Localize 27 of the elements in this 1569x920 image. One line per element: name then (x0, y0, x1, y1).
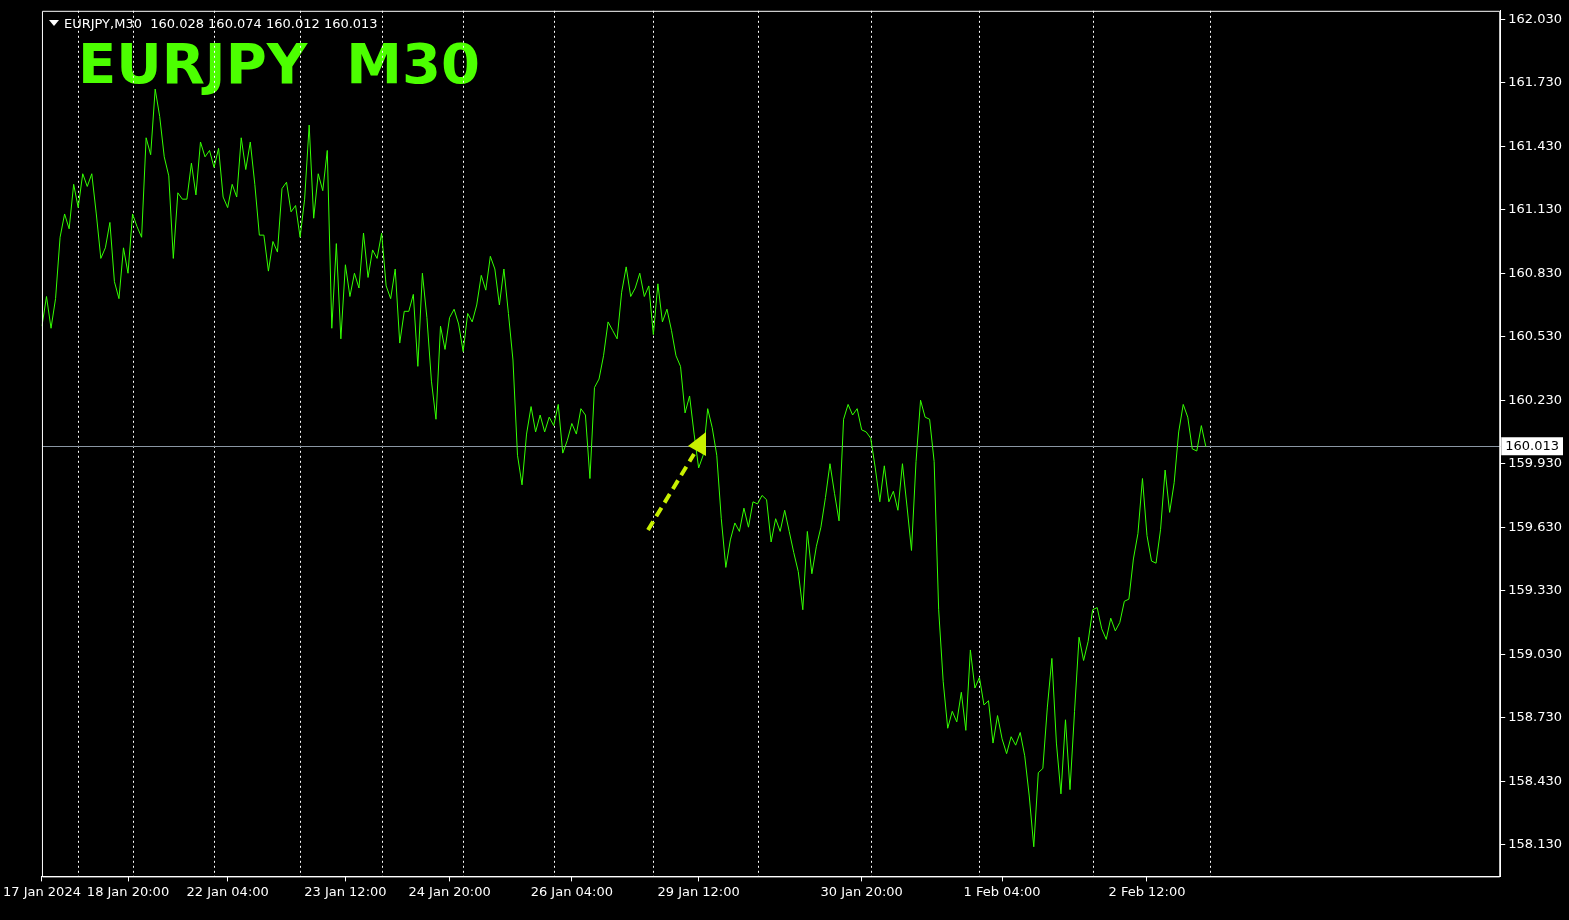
y-tick-label: 160.830 (1508, 264, 1563, 280)
y-tick-label: 159.030 (1508, 645, 1563, 661)
y-tick-label: 160.530 (1508, 328, 1563, 344)
y-tick-label: 158.430 (1508, 772, 1563, 788)
x-tick-label: 26 Jan 04:00 (530, 883, 613, 899)
y-tick-label: 158.130 (1508, 836, 1563, 852)
y-tick-label: 161.730 (1508, 74, 1563, 90)
chart-title: EURJPY M30 (77, 30, 480, 96)
y-tick-label: 159.630 (1508, 518, 1563, 534)
x-tick-label: 30 Jan 20:00 (820, 883, 903, 899)
y-tick-label: 161.130 (1508, 201, 1563, 217)
x-tick-label: 17 Jan 2024 (3, 883, 81, 899)
ref-line-label: 160.013 (1505, 437, 1560, 453)
y-tick-label: 161.430 (1508, 137, 1563, 153)
x-tick-label: 22 Jan 04:00 (186, 883, 269, 899)
x-tick-label: 2 Feb 12:00 (1108, 883, 1186, 899)
y-tick-label: 159.930 (1508, 455, 1563, 471)
annotation: EURJPY,M30 160.028 160.074 160.012 160.013 (63, 16, 378, 32)
x-tick-label: 18 Jan 20:00 (86, 883, 170, 899)
y-tick-label: 160.230 (1508, 391, 1563, 407)
x-tick-label: 29 Jan 12:00 (657, 883, 740, 899)
x-tick-label: 1 Feb 04:00 (963, 883, 1041, 899)
y-tick-label: 159.330 (1508, 582, 1563, 598)
x-tick-label: 24 Jan 20:00 (408, 883, 491, 899)
y-tick-label: 162.030 (1508, 10, 1563, 26)
y-tick-label: 158.730 (1508, 709, 1563, 725)
x-tick-label: 23 Jan 12:00 (304, 883, 387, 899)
